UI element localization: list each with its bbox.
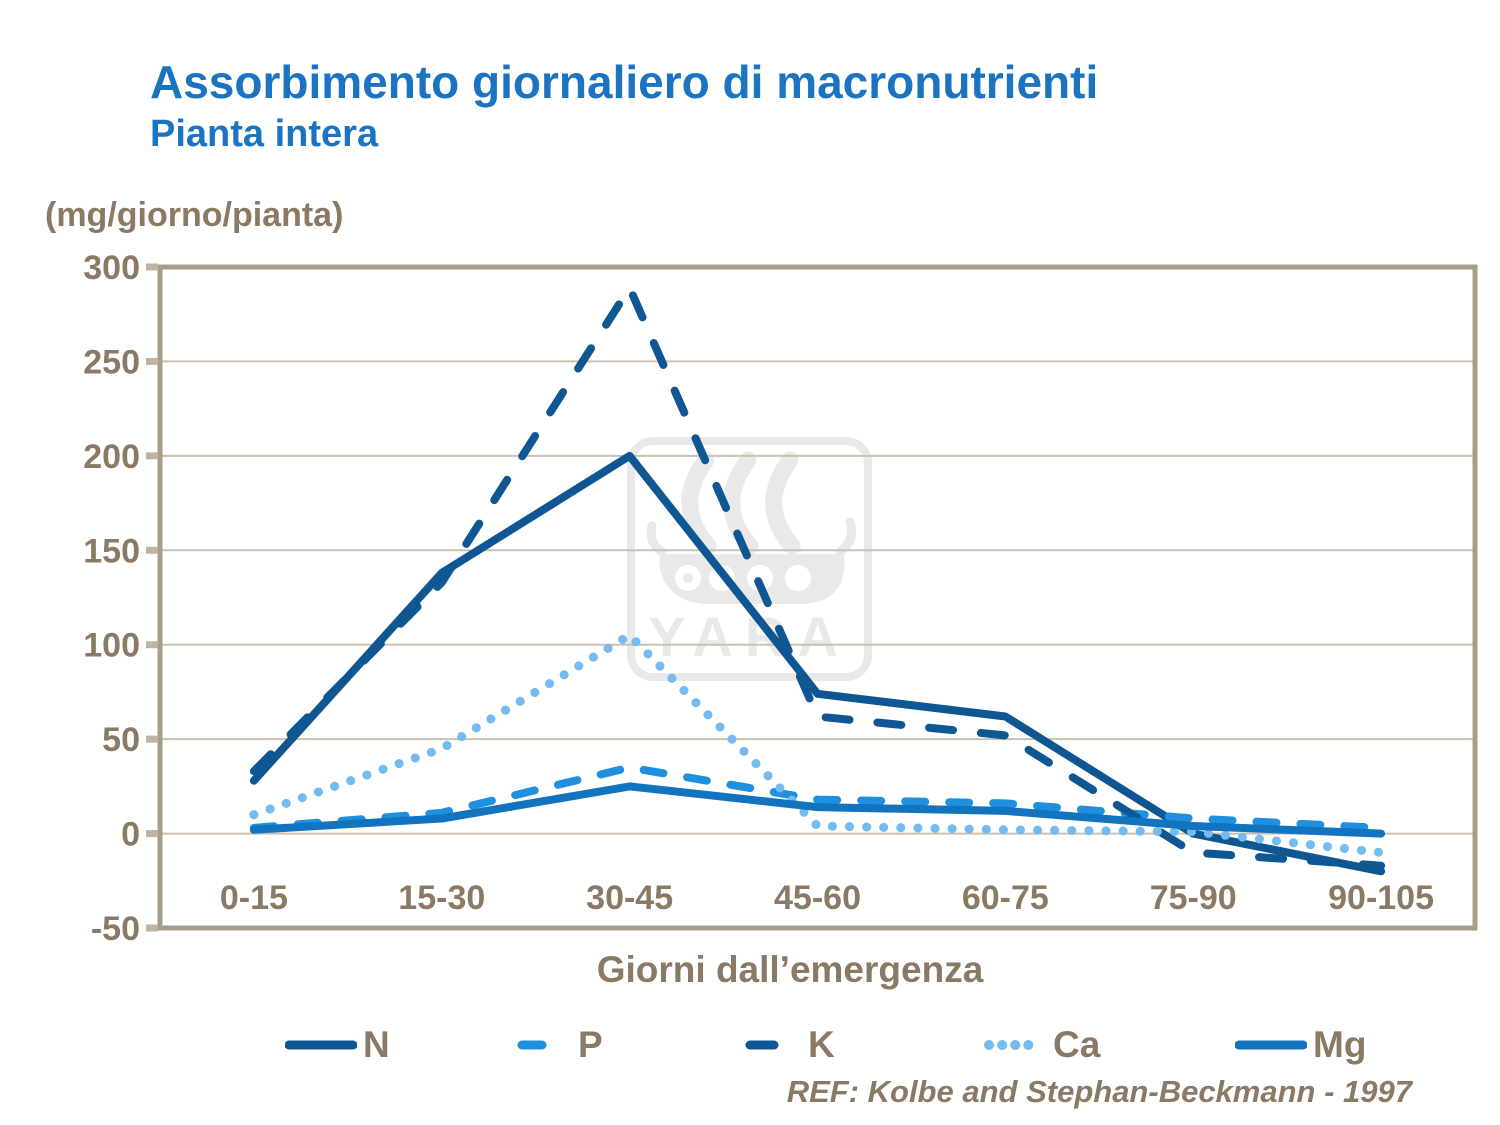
- legend-label-N: N: [363, 1024, 390, 1065]
- watermark-frame: [627, 437, 872, 681]
- legend-label-P: P: [578, 1024, 603, 1065]
- watermark-sail: [723, 451, 759, 555]
- legend-swatch-Ca: [984, 1040, 1042, 1050]
- x-tick-label: 75-90: [1150, 879, 1237, 917]
- y-tick-label: 200: [83, 438, 140, 476]
- legend-swatch-K: [745, 1040, 779, 1050]
- x-tick-label: 45-60: [774, 879, 861, 917]
- y-tick-label: 50: [102, 721, 140, 759]
- watermark-sail: [765, 451, 801, 555]
- watermark-stern: [835, 517, 857, 557]
- x-tick-label: 15-30: [398, 879, 485, 917]
- legend-item-P: P: [500, 1022, 603, 1068]
- chart-subtitle: Pianta intera: [150, 113, 379, 155]
- series-line-K: [249, 283, 1386, 870]
- legend-item-N: N: [285, 1022, 390, 1068]
- y-tick-label: 300: [83, 249, 140, 287]
- legend-swatch-N: [285, 1040, 357, 1050]
- legend-item-K: K: [730, 1022, 835, 1068]
- legend-item-Mg: Mg: [1235, 1022, 1366, 1068]
- y-tick-label: 150: [83, 532, 140, 570]
- series-line-Ca: [249, 630, 1386, 857]
- x-tick-label: 0-15: [220, 879, 288, 917]
- y-tick-label: 0: [121, 816, 140, 854]
- watermark-curl: [683, 573, 693, 583]
- legend-swatch-P: [517, 1040, 547, 1050]
- watermark-text: YARA: [648, 605, 850, 668]
- chart-legend: N P K Ca Mg: [0, 1022, 1500, 1068]
- x-tick-label: 60-75: [962, 879, 1049, 917]
- x-tick-label: 30-45: [586, 879, 673, 917]
- watermark-prow: [646, 521, 667, 557]
- y-tick-label: 250: [83, 343, 140, 381]
- legend-label-Mg: Mg: [1313, 1024, 1367, 1065]
- series-line-P: [249, 763, 1386, 832]
- x-axis-title: Giorni dall’emergenza: [596, 949, 984, 990]
- legend-swatch-Mg: [1235, 1040, 1307, 1050]
- watermark-sail: [681, 451, 717, 555]
- y-axis-unit-label: (mg/giorno/pianta): [45, 196, 344, 234]
- series-line-Mg: [249, 782, 1386, 838]
- legend-label-K: K: [808, 1024, 835, 1065]
- y-tick-label: -50: [91, 910, 140, 948]
- x-tick-label: 90-105: [1328, 879, 1434, 917]
- legend-label-Ca: Ca: [1053, 1024, 1101, 1065]
- yara-watermark-logo: YARA: [627, 437, 872, 681]
- legend-item-Ca: Ca: [975, 1022, 1100, 1068]
- reference-citation: REF: Kolbe and Stephan-Beckmann - 1997: [786, 1074, 1412, 1109]
- y-tick-label: 100: [83, 627, 140, 665]
- chart-title: Assorbimento giornaliero di macronutrien…: [150, 56, 1099, 108]
- watermark-porthole: [785, 565, 811, 591]
